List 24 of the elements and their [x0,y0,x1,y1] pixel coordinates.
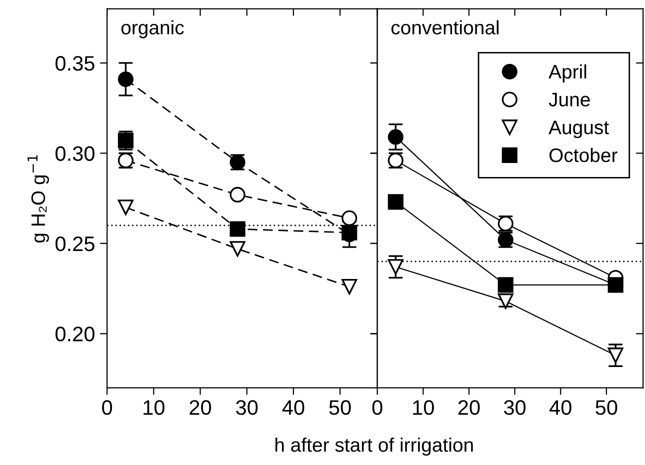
legend-label: October [549,148,618,162]
chart-title: conventional [391,20,498,34]
x-tick-label: 0 [102,400,112,415]
y-tick-label: 0.25 [56,236,94,252]
x-tick-label: 10 [144,400,164,415]
y-tick-label: 0.20 [56,326,94,342]
x-tick-label: 20 [458,400,480,415]
y-tick-label: 0.30 [56,146,94,161]
legend-label: April [548,64,586,82]
x-tick-label: 40 [549,400,572,415]
x-axis-title: h after start of irrigation [275,438,473,456]
x-tick-label: 0 [372,400,382,415]
y-axis-title: g H₂O g$^{−1}$ [28,155,49,243]
x-tick-label: 30 [236,400,258,415]
x-tick-label: 50 [329,400,351,415]
x-tick-label: 50 [596,400,618,415]
x-tick-label: 10 [413,400,434,415]
x-tick-label: 40 [282,400,304,415]
x-tick-label: 30 [504,400,526,415]
legend-label: August [548,120,609,138]
y-tick-label: 0.35 [56,56,94,71]
legend-label: June [548,92,590,106]
text: organic [121,20,184,38]
x-tick-label: 20 [190,400,212,415]
